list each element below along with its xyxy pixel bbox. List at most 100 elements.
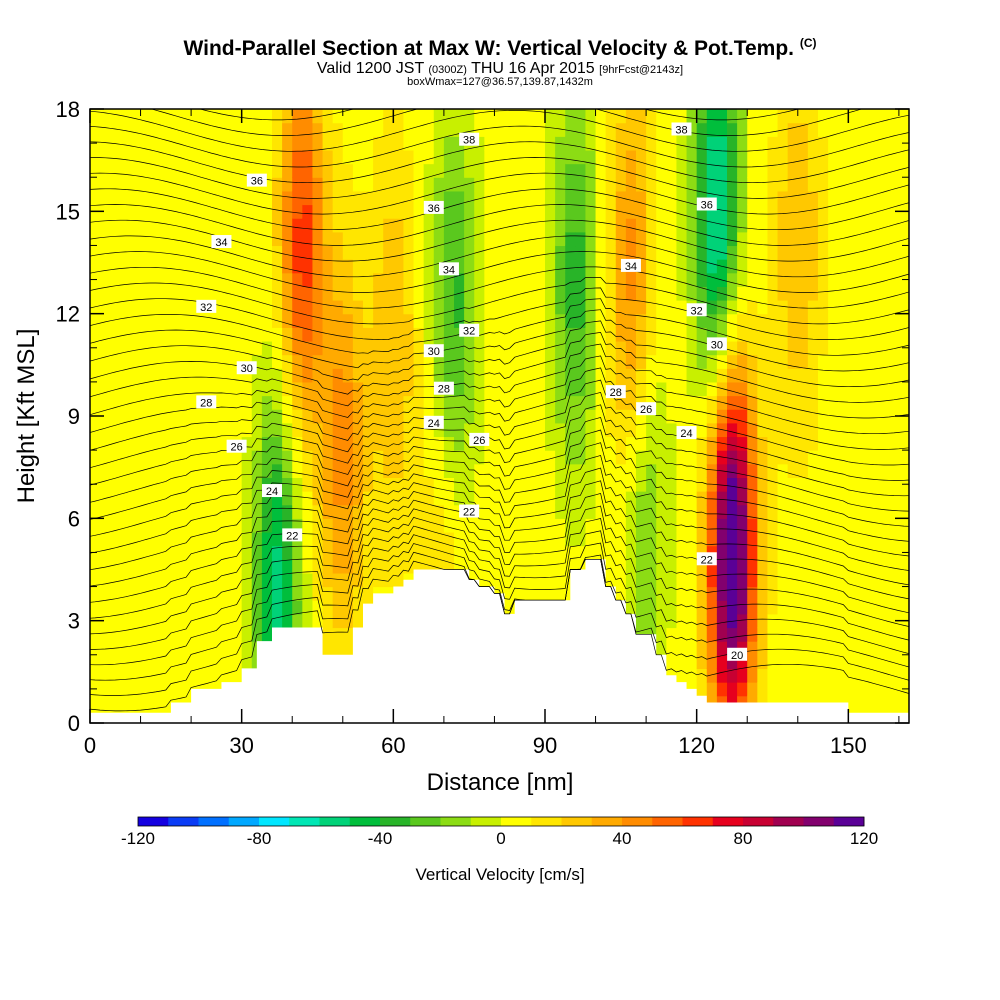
- velocity-cell: [241, 518, 253, 533]
- velocity-cell: [140, 218, 152, 233]
- velocity-cell: [90, 559, 101, 574]
- velocity-cell: [443, 300, 455, 315]
- velocity-cell: [322, 436, 334, 451]
- velocity-cell: [716, 477, 728, 492]
- velocity-cell: [413, 340, 425, 356]
- velocity-cell: [464, 395, 475, 410]
- velocity-cell: [818, 545, 829, 560]
- velocity-cell: [130, 531, 142, 547]
- velocity-cell: [868, 531, 880, 547]
- velocity-cell: [777, 504, 789, 519]
- velocity-cell: [686, 190, 698, 206]
- velocity-cell: [777, 286, 789, 301]
- velocity-cell: [838, 245, 849, 260]
- velocity-cell: [332, 354, 344, 369]
- velocity-cell: [272, 436, 283, 451]
- velocity-cell: [484, 395, 496, 410]
- velocity-cell: [757, 177, 769, 192]
- velocity-cell: [595, 504, 607, 519]
- velocity-cell: [150, 272, 162, 287]
- velocity-cell: [524, 504, 536, 519]
- velocity-cell: [858, 422, 870, 438]
- velocity-cell: [494, 545, 506, 560]
- velocity-cell: [868, 368, 880, 383]
- velocity-cell: [828, 204, 839, 219]
- velocity-cell: [413, 272, 425, 287]
- velocity-cell: [454, 218, 465, 233]
- velocity-cell: [545, 422, 556, 438]
- velocity-cell: [605, 122, 617, 137]
- velocity-cell: [656, 504, 667, 519]
- velocity-cell: [676, 450, 688, 465]
- isentrope-label-box: [706, 337, 727, 351]
- velocity-cell: [292, 409, 303, 424]
- velocity-cell: [636, 231, 647, 247]
- velocity-cell: [160, 572, 172, 588]
- velocity-cell: [878, 477, 890, 492]
- velocity-cell: [747, 450, 758, 465]
- velocity-cell: [191, 641, 202, 656]
- velocity-cell: [818, 436, 829, 451]
- velocity-cell: [767, 654, 779, 670]
- velocity-cell: [605, 259, 617, 274]
- velocity-cell: [292, 600, 303, 615]
- velocity-cell: [383, 422, 394, 438]
- velocity-cell: [373, 504, 384, 519]
- velocity-cell: [646, 572, 657, 588]
- velocity-cell: [160, 641, 172, 656]
- velocity-cell: [282, 381, 293, 397]
- velocity-cell: [140, 327, 152, 342]
- velocity-cell: [777, 531, 789, 547]
- velocity-cell: [282, 163, 293, 178]
- velocity-cell: [373, 436, 384, 451]
- velocity-cell: [363, 381, 374, 397]
- velocity-cell: [656, 327, 667, 342]
- velocity-cell: [818, 368, 829, 383]
- velocity-cell: [160, 136, 172, 151]
- velocity-cell: [484, 518, 496, 533]
- velocity-cell: [787, 149, 799, 165]
- velocity-cell: [474, 259, 485, 274]
- velocity-cell: [373, 231, 384, 247]
- velocity-cell: [636, 218, 647, 233]
- velocity-cell: [676, 204, 688, 219]
- velocity-cell: [130, 695, 142, 710]
- velocity-cell: [170, 381, 182, 397]
- velocity-cell: [797, 641, 809, 656]
- velocity-cell: [261, 136, 273, 151]
- velocity-cell: [848, 409, 860, 424]
- velocity-cell: [433, 136, 445, 151]
- velocity-cell: [676, 190, 688, 206]
- x-tick-label: 120: [678, 733, 715, 758]
- velocity-cell: [767, 613, 779, 629]
- isentrope-label: 22: [701, 554, 713, 566]
- velocity-cell: [221, 422, 233, 438]
- velocity-cell: [403, 286, 415, 301]
- velocity-cell: [676, 627, 688, 642]
- velocity-cell: [251, 272, 263, 287]
- velocity-cell: [464, 122, 475, 137]
- velocity-cell: [686, 613, 698, 629]
- velocity-cell: [312, 300, 324, 315]
- velocity-cell: [777, 340, 789, 356]
- velocity-cell: [747, 163, 758, 178]
- velocity-cell: [545, 245, 556, 260]
- velocity-cell: [818, 682, 829, 697]
- velocity-cell: [90, 600, 101, 615]
- velocity-cell: [605, 245, 617, 260]
- velocity-cell: [393, 545, 405, 560]
- velocity-cell: [120, 368, 132, 383]
- velocity-cell: [170, 545, 182, 560]
- velocity-cell: [160, 463, 172, 478]
- velocity-cell: [737, 572, 748, 588]
- velocity-cell: [686, 600, 698, 615]
- velocity-cell: [332, 518, 344, 533]
- velocity-cell: [686, 218, 698, 233]
- velocity-cell: [302, 177, 314, 192]
- velocity-cell: [706, 668, 718, 683]
- velocity-cell: [646, 272, 657, 287]
- velocity-cell: [686, 231, 698, 247]
- velocity-cell: [797, 572, 809, 588]
- velocity-cell: [251, 136, 263, 151]
- velocity-cell: [524, 300, 536, 315]
